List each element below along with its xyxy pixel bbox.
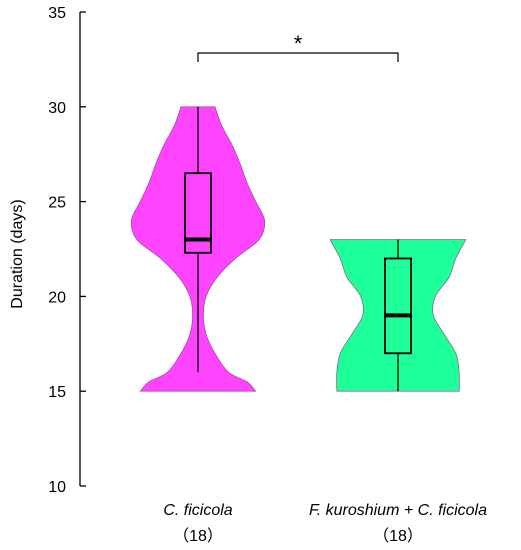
significance-annotation: * xyxy=(197,31,399,62)
x-axis-labels: C. ficicola （18） F. kuroshium + C. ficicol… xyxy=(163,502,487,545)
y-tick-label: 25 xyxy=(48,195,66,212)
y-axis-title: Duration (days) xyxy=(9,199,26,308)
y-tick-label: 10 xyxy=(48,479,66,496)
x-category-label: F. kuroshium + C. ficicola xyxy=(309,502,487,519)
violin-group xyxy=(329,239,467,392)
significance-star: * xyxy=(294,31,303,56)
y-tick-label: 15 xyxy=(48,384,66,401)
y-axis: 10 15 20 25 30 35 Duration (days) xyxy=(9,5,86,496)
violins xyxy=(130,106,467,392)
violin-group xyxy=(130,106,266,392)
x-category-label: C. ficicola xyxy=(163,502,232,519)
y-tick-label: 30 xyxy=(48,100,66,117)
significance-bracket xyxy=(197,52,399,62)
y-tick-label: 35 xyxy=(48,5,66,22)
x-category-count: （18） xyxy=(373,527,423,545)
x-category-count: （18） xyxy=(173,527,223,545)
y-tick-label: 20 xyxy=(48,289,66,306)
box-iqr xyxy=(384,257,412,355)
